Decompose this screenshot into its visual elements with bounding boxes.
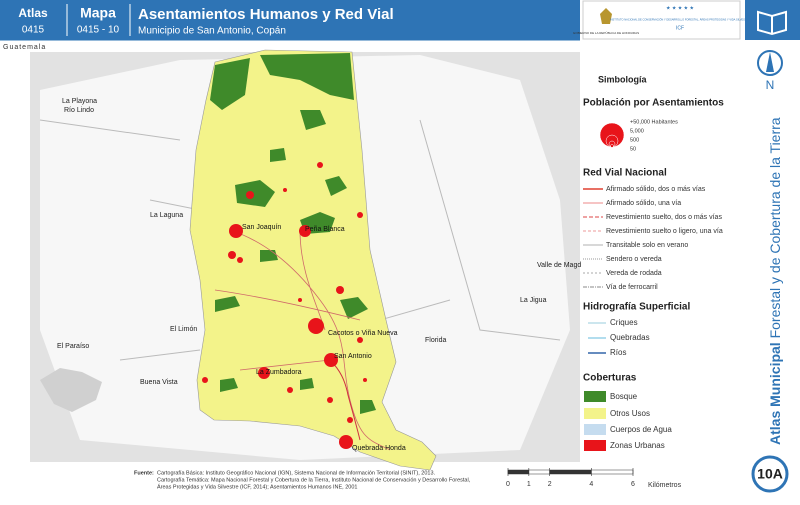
road-symbols: [583, 188, 603, 288]
legend-item: Transitable solo en verano: [606, 242, 688, 249]
legend-item: Sendero o vereda: [606, 256, 662, 263]
swatch: [584, 408, 606, 419]
institute-short: ICF: [676, 25, 684, 31]
coat-of-arms: [600, 8, 612, 24]
north-arrow: [766, 52, 774, 72]
map-code: 0415 - 10: [77, 25, 120, 36]
settlement-label: Quebrada Honda: [352, 445, 406, 452]
legend-heading: Población por Asentamientos: [583, 98, 724, 109]
scale-tick-label: 6: [631, 481, 635, 488]
legend-title: Simbología: [598, 74, 647, 84]
roads: [214, 229, 391, 451]
legend-heading: Red Vial Nacional: [583, 168, 667, 179]
country-inset: [40, 368, 102, 412]
settlement-label: Peña Blanca: [305, 226, 345, 233]
legend-item: Afirmado sólido, dos o más vías: [606, 186, 706, 193]
legend-item: Ríos: [610, 348, 626, 357]
source-line: Áreas Protegidas y Vida Silvestre (ICF, …: [157, 483, 357, 490]
institute-logo-text: INSTITUTO NACIONAL DE CONSERVACIÓN Y DES…: [610, 17, 750, 22]
atlas-label: Atlas: [18, 6, 48, 20]
place-label: Río Lindo: [64, 107, 94, 114]
gov-logo-text: GOBIERNO DE LA REPÚBLICA DE HONDURAS: [573, 30, 639, 35]
scale-segment: [591, 469, 634, 475]
size-circles: [599, 122, 625, 148]
series-rest: Forestal y de Cobertura de la Tierra: [767, 117, 783, 338]
source-label: Fuente:: [134, 470, 154, 476]
legend-item: Criques: [610, 318, 638, 327]
series-bold: Atlas Municipal: [767, 342, 783, 445]
scale-tick-label: 0: [506, 481, 510, 488]
legend-heading: Coberturas: [583, 373, 637, 384]
scale-tick-label: 1: [527, 481, 531, 488]
size-label: 500: [630, 137, 639, 143]
north-circle: [757, 50, 783, 76]
place-label: La Playona: [62, 98, 97, 105]
boundaries: [39, 119, 561, 361]
atlas-code: 0415: [22, 25, 45, 36]
stars: ★ ★ ★ ★ ★: [666, 5, 694, 11]
scale-unit: Kilómetros: [648, 482, 682, 489]
legend-item: Bosque: [610, 392, 638, 401]
settlement-label: San Joaquín: [242, 224, 281, 231]
hydro-symbols: [588, 322, 606, 354]
source-line: Cartografía Básica: Instituto Geográfico…: [157, 470, 436, 476]
legend-item: Cuerpos de Agua: [610, 425, 672, 434]
scale-segment: [528, 469, 550, 475]
place-label: La Jigua: [520, 297, 547, 304]
scale-tick-label: 4: [589, 481, 593, 488]
place-label: Florida: [425, 337, 447, 344]
scale-tick-label: 2: [548, 481, 552, 488]
settlement-label: La Zumbadora: [256, 369, 302, 376]
legend-item: Afirmado sólido, una vía: [606, 200, 681, 207]
settlements: [202, 162, 367, 449]
legend-item: Otros Usos: [610, 409, 650, 418]
source-line: Cartografía Temática: Mapa Nacional Fore…: [157, 477, 471, 483]
legend-item: Zonas Urbanas: [610, 441, 665, 450]
size-label: +50,000 Habitantes: [630, 119, 678, 125]
header-bar: [0, 0, 580, 40]
size-label: 5,000: [630, 128, 644, 134]
map-label: Mapa: [80, 5, 116, 21]
legend-item: Quebradas: [610, 333, 650, 342]
title: Asentamientos Humanos y Red Vial: [138, 6, 394, 23]
swatch: [584, 440, 606, 451]
sheet-label: 10A: [757, 466, 783, 482]
legend-item: Vía de ferrocarril: [606, 284, 658, 291]
legend-item: Revestimiento suelto, dos o más vías: [606, 214, 722, 221]
legend-item: Vereda de rodada: [606, 270, 662, 277]
swatch: [584, 424, 606, 435]
book-icon: [757, 10, 787, 36]
place-label: Valle de Magd: [537, 262, 581, 269]
subtitle: Municipio de San Antonio, Copán: [138, 26, 286, 37]
country-label: Guatemala: [3, 44, 46, 51]
scale-segment: [549, 469, 592, 475]
north-label: N: [766, 78, 775, 92]
legend-heading: Hidrografía Superficial: [583, 302, 690, 313]
settlement-label: Cacotos o Viña Nueva: [328, 330, 398, 337]
place-label: Buena Vista: [140, 379, 178, 386]
main-road: [329, 359, 361, 441]
settlement-label: San Antonio: [334, 353, 372, 360]
swatch: [584, 391, 606, 402]
place-label: El Paraíso: [57, 343, 89, 350]
legend-item: Revestimiento suelto o ligero, una vía: [606, 228, 723, 235]
place-label: La Laguna: [150, 212, 183, 219]
municipality: [189, 49, 437, 471]
series-title: Atlas Municipal Forestal y de Cobertura …: [767, 117, 783, 445]
size-label: 50: [630, 146, 636, 152]
scale-segment: [507, 469, 530, 475]
place-label: El Limón: [170, 326, 197, 333]
sheet-circle: [751, 455, 789, 493]
